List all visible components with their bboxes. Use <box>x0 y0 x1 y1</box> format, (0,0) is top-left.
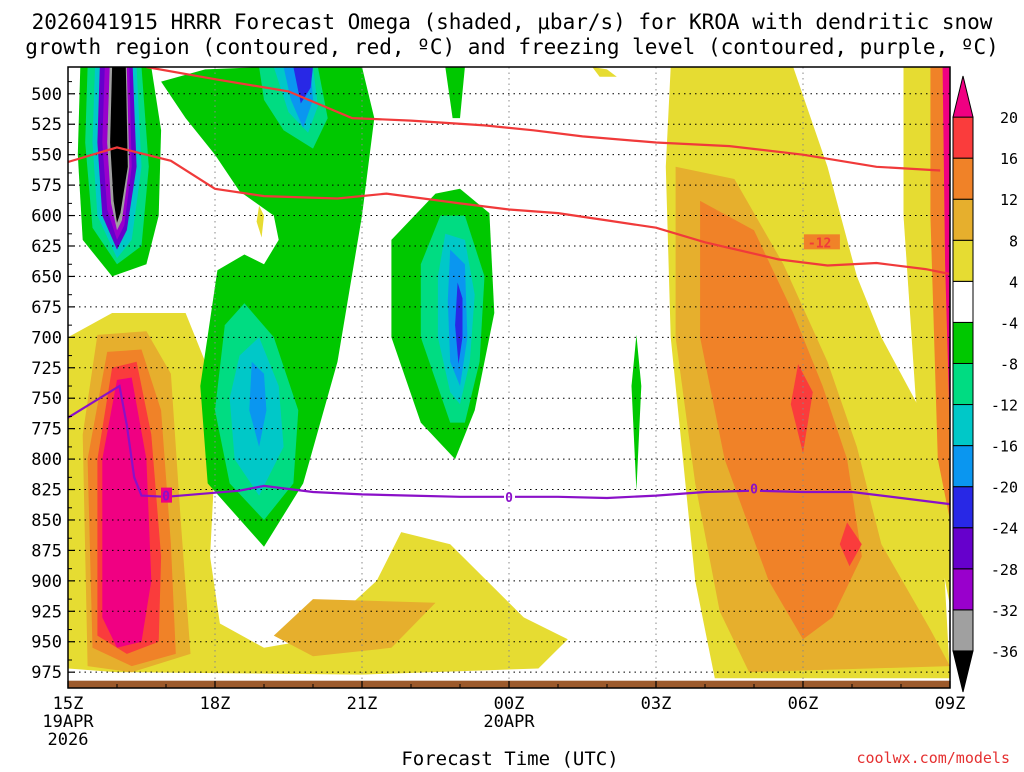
y-tick-label-4: 600 <box>31 207 62 227</box>
y-tick-label-3: 575 <box>31 176 62 196</box>
colorbar-label-8: -8 <box>1000 355 1018 373</box>
omega-region-31 <box>293 67 313 104</box>
y-tick-label-14: 850 <box>31 511 62 531</box>
colorbar-segment-10 <box>952 239 974 282</box>
x-axis-label: Forecast Time (UTC) <box>401 748 618 768</box>
dgz-label-bg <box>803 234 840 250</box>
x-tick-label-4: 03Z <box>641 694 672 714</box>
colorbar-segment-0 <box>952 650 974 693</box>
y-tick-label-5: 625 <box>31 237 62 257</box>
colorbar-label-12: 12 <box>1000 191 1018 209</box>
colorbar-segment-5 <box>952 445 974 488</box>
colorbar-label-7: -12 <box>991 397 1018 415</box>
colorbar-label-2: -32 <box>991 602 1018 620</box>
x-tick-label-0: 15Z <box>53 694 84 714</box>
y-tick-label-0: 500 <box>31 85 62 105</box>
freezing-level-label-0: 0 <box>162 490 170 505</box>
y-tick-label-11: 775 <box>31 420 62 440</box>
x-tick-label-5: 06Z <box>788 694 819 714</box>
colorbar-segment-14 <box>952 75 974 118</box>
x-tick-label-6: 09Z <box>935 694 966 714</box>
x-tick-label-2: 21Z <box>347 694 378 714</box>
colorbar-label-6: -16 <box>991 438 1018 456</box>
dgz-contour-0 <box>68 146 950 276</box>
y-tick-label-8: 700 <box>31 328 62 348</box>
omega-region-13 <box>942 67 950 435</box>
y-tick-label-13: 825 <box>31 481 62 501</box>
colorbar-segment-12 <box>952 157 974 200</box>
omega-region-16 <box>256 205 264 238</box>
colorbar-segment-13 <box>952 116 974 159</box>
omega-region-14 <box>592 67 617 77</box>
y-tick-label-18: 950 <box>31 633 62 653</box>
y-tick-label-19: 975 <box>31 663 62 683</box>
omega-region-36 <box>455 282 463 365</box>
x-tick-date-3: 20APR <box>483 712 535 732</box>
x-tick-date-0: 19APR <box>42 712 94 732</box>
colorbar-label-13: 16 <box>1000 150 1018 168</box>
colorbar-label-10: 4 <box>1009 273 1018 291</box>
colorbar-segment-3 <box>952 527 974 570</box>
plot-area: -12 0 0 0 500 525 550 575 600 625 650 675 700 725 750 7… <box>31 66 965 750</box>
colorbar-segment-11 <box>952 198 974 241</box>
y-axis: 500 525 550 575 600 625 650 675 700 725 750 775 800 8… <box>31 81 75 683</box>
y-tick-label-1: 525 <box>31 115 62 135</box>
freezing-level-contour <box>68 384 950 506</box>
colorbar: -36 -32 -28 -24 -20 -16 -12 -8 -4 4 8 12 16 20 <box>952 75 1018 693</box>
chart-title-line1: 2026041915 HRRR Forecast Omega (shaded, … <box>32 10 993 34</box>
omega-region-27 <box>249 361 267 447</box>
y-tick-label-12: 800 <box>31 450 62 470</box>
y-tick-label-15: 875 <box>31 541 62 561</box>
omega-shading <box>68 67 950 679</box>
colorbar-segment-6 <box>952 404 974 447</box>
omega-region-0 <box>68 313 568 675</box>
colorbar-label-11: 8 <box>1009 232 1018 250</box>
temperature-contours: -12 0 0 0 <box>68 67 950 506</box>
omega-region-8 <box>700 200 862 640</box>
dgz-contour-label: -12 <box>808 236 831 251</box>
freezing-label-bg-0 <box>161 487 172 503</box>
freezing-label-bg-2 <box>749 480 760 496</box>
colorbar-segment-9 <box>952 280 974 323</box>
colorbar-segment-7 <box>952 362 974 406</box>
y-tick-label-7: 675 <box>31 298 62 318</box>
freezing-level-label-2: 0 <box>750 482 758 497</box>
credit-link[interactable]: coolwx.com/models <box>856 749 1010 767</box>
colorbar-segment-8 <box>952 321 974 364</box>
x-tick-year-0: 2026 <box>48 730 89 750</box>
omega-region-24 <box>161 67 375 547</box>
y-tick-label-2: 550 <box>31 146 62 166</box>
dgz-contour-2 <box>146 67 941 172</box>
y-tick-label-10: 750 <box>31 389 62 409</box>
omega-region-4 <box>102 377 152 648</box>
freezing-level-label-1: 0 <box>505 491 513 506</box>
omega-region-38 <box>631 334 642 491</box>
x-tick-label-3: 00Z <box>494 694 525 714</box>
colorbar-label-9: -4 <box>1000 314 1018 332</box>
y-tick-label-17: 925 <box>31 602 62 622</box>
colorbar-label-14: 20 <box>1000 109 1018 127</box>
omega-region-5 <box>273 599 436 657</box>
y-tick-label-6: 650 <box>31 267 62 287</box>
y-tick-label-16: 900 <box>31 572 62 592</box>
colorbar-label-5: -20 <box>991 479 1018 497</box>
colorbar-segment-1 <box>952 609 974 652</box>
colorbar-segment-4 <box>952 486 974 529</box>
omega-region-10 <box>839 522 862 567</box>
y-tick-label-9: 725 <box>31 359 62 379</box>
colorbar-label-4: -24 <box>991 520 1018 538</box>
chart-title-line2: growth region (contoured, red, ºC) and f… <box>25 35 999 59</box>
colorbar-label-1: -36 <box>991 643 1018 661</box>
x-tick-label-1: 18Z <box>200 694 231 714</box>
colorbar-label-3: -28 <box>991 561 1018 579</box>
omega-region-23 <box>110 67 128 223</box>
freezing-label-bg-1 <box>504 488 515 504</box>
omega-region-9 <box>790 364 813 453</box>
colorbar-segment-2 <box>952 568 974 611</box>
omega-region-37 <box>445 67 465 119</box>
